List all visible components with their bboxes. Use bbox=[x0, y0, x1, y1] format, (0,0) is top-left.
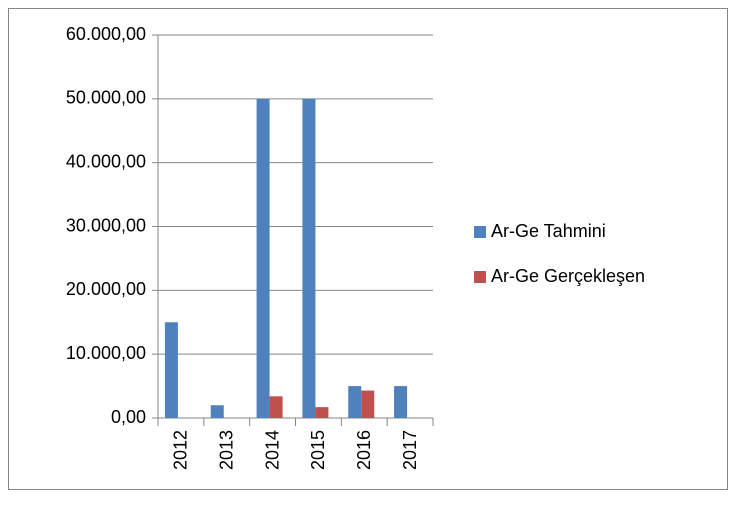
y-tick-label: 30.000,00 bbox=[66, 215, 146, 235]
y-tick-label: 20.000,00 bbox=[66, 279, 146, 299]
bar bbox=[394, 386, 408, 418]
bar bbox=[302, 98, 316, 418]
bar bbox=[164, 322, 178, 418]
y-tick-label: 50.000,00 bbox=[66, 88, 146, 108]
bar bbox=[348, 386, 362, 418]
legend-label: Ar-Ge Gerçekleşen bbox=[491, 266, 645, 286]
y-tick-label: 40.000,00 bbox=[66, 151, 146, 171]
y-tick-label: 10.000,00 bbox=[66, 343, 146, 363]
bar bbox=[315, 407, 329, 418]
legend-label: Ar-Ge Tahmini bbox=[491, 221, 606, 241]
x-tick-label: 2017 bbox=[400, 430, 420, 470]
bar bbox=[361, 390, 375, 418]
x-tick-label: 2015 bbox=[308, 430, 328, 470]
y-tick-label: 0,00 bbox=[111, 407, 146, 427]
x-tick-label: 2013 bbox=[217, 430, 237, 470]
y-tick-label: 60.000,00 bbox=[66, 24, 146, 44]
bar bbox=[256, 98, 270, 418]
x-tick-label: 2012 bbox=[171, 430, 191, 470]
legend-swatch bbox=[474, 226, 486, 238]
legend-swatch bbox=[474, 271, 486, 283]
bar bbox=[210, 405, 224, 418]
x-tick-label: 2016 bbox=[354, 430, 374, 470]
x-tick-label: 2014 bbox=[262, 430, 282, 470]
bar bbox=[269, 396, 283, 418]
